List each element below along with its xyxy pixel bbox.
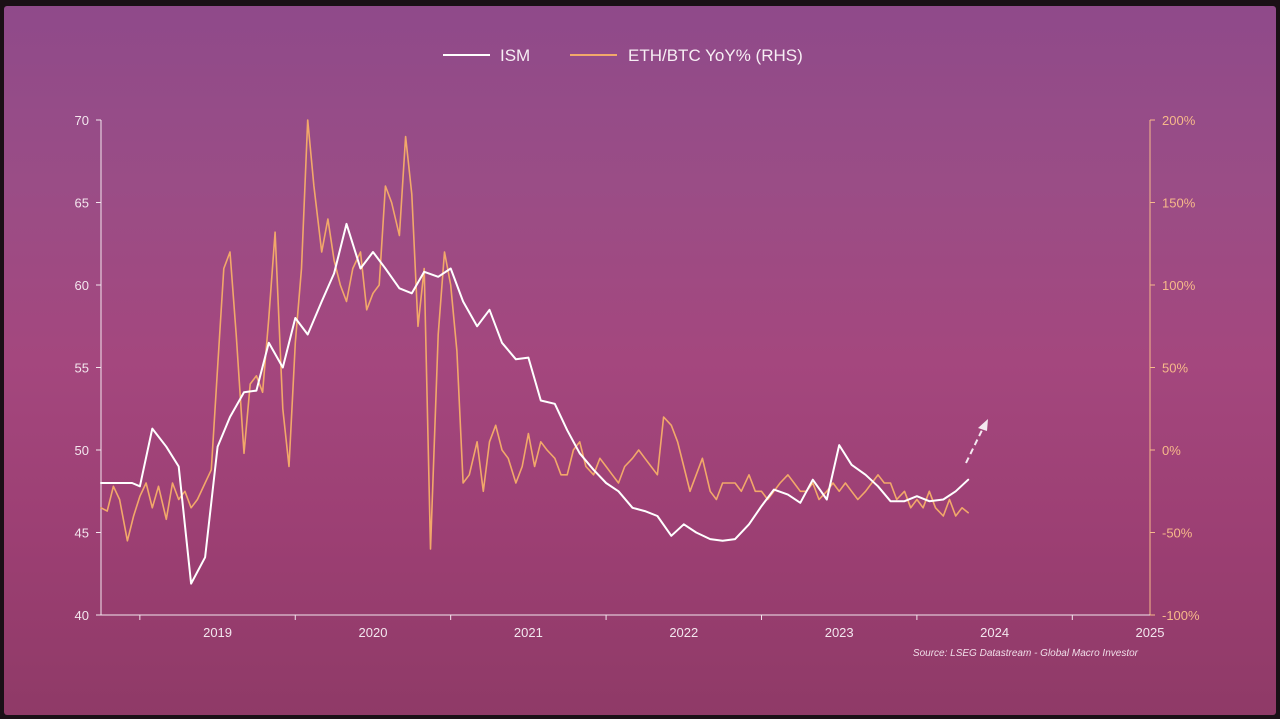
y-right-tick-label: 200% xyxy=(1162,113,1196,128)
y-left-tick-label: 65 xyxy=(75,196,89,211)
legend: ISM ETH/BTC YoY% (RHS) xyxy=(443,46,803,65)
x-axis: 2019 2020 2021 2022 2023 2024 2025 xyxy=(139,615,1165,640)
x-tick-label: 2023 xyxy=(825,625,854,640)
y-left-tick-label: 55 xyxy=(75,361,89,376)
x-tick-label: 2019 xyxy=(203,625,232,640)
y-left-tick-label: 60 xyxy=(75,278,89,293)
series-line-ism xyxy=(100,222,970,585)
y-left-tick-label: 40 xyxy=(75,608,89,623)
y-right-tick-label: -50% xyxy=(1162,526,1193,541)
x-tick-label: 2022 xyxy=(669,625,698,640)
legend-label-ism: ISM xyxy=(500,46,530,65)
x-tick-label: 2021 xyxy=(514,625,543,640)
y-right-tick-label: 50% xyxy=(1162,361,1188,376)
legend-label-ethbtc: ETH/BTC YoY% (RHS) xyxy=(628,46,803,65)
y-axis-right: -100% -50% 0% 50% 100% 150% 200% xyxy=(1150,113,1200,623)
series-group xyxy=(100,119,970,585)
y-left-tick-label: 70 xyxy=(75,113,89,128)
source-note: Source: LSEG Datastream - Global Macro I… xyxy=(913,648,1139,659)
x-tick-label: 2020 xyxy=(359,625,388,640)
x-tick-label: 2024 xyxy=(980,625,1009,640)
y-left-tick-label: 50 xyxy=(75,443,89,458)
chart-frame xyxy=(4,6,1276,715)
arrow-up-right-icon xyxy=(965,419,988,464)
axes xyxy=(100,120,1151,616)
y-axis-left: 40 45 50 55 60 65 70 xyxy=(75,113,101,623)
y-right-tick-label: 0% xyxy=(1162,443,1181,458)
series-line-ethbtc xyxy=(100,119,970,550)
y-left-tick-label: 45 xyxy=(75,526,89,541)
y-right-tick-label: 100% xyxy=(1162,278,1196,293)
y-right-tick-label: 150% xyxy=(1162,196,1196,211)
x-tick-label: 2025 xyxy=(1136,625,1165,640)
y-right-tick-label: -100% xyxy=(1162,608,1200,623)
